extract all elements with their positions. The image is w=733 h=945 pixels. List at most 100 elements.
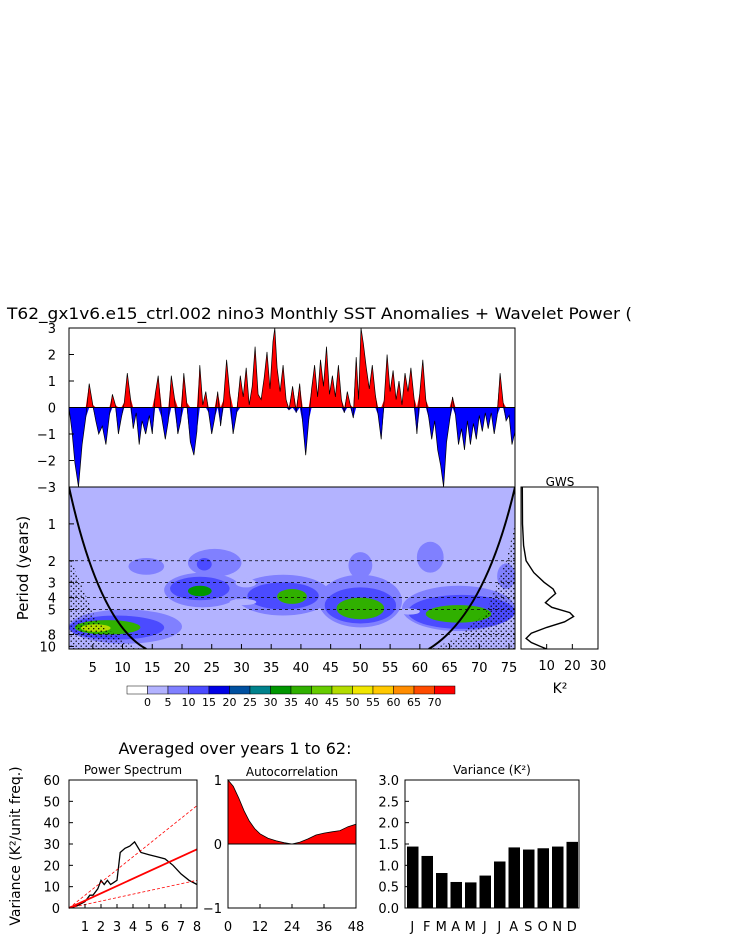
ac-x-tick-label: 36 [316,920,333,935]
wavelet-plot-area [69,487,515,649]
period-axis-label: Period (years) [14,516,32,621]
wavelet-power-region [336,597,385,620]
power-spectrum-series-1 [68,840,198,909]
variance-month-label: M [465,920,476,935]
var-y-tick-label: 1.5 [378,838,399,853]
ps-x-tick-label: 1 [81,920,89,935]
power-spectrum-title: Power Spectrum [84,763,182,777]
colorbar-label: 15 [202,696,216,709]
year-tick-label: 60 [412,661,429,676]
colorbar-swatch [413,685,435,695]
wavelet-power-region [277,589,307,604]
wavelet-power-region [187,548,242,577]
ps-x-tick-label: 5 [145,920,153,935]
variance-bar [566,841,578,908]
colorbar-swatch [208,685,230,695]
autocorrelation-area [227,778,357,845]
colorbar-swatch [126,685,148,695]
year-tick-label: 70 [471,661,488,676]
year-tick-label: 5 [89,661,97,676]
wavelet-low-power-region [399,608,420,615]
year-tick-label: 35 [263,661,280,676]
colorbar-swatch [434,685,456,695]
period-tick-label: 2 [48,555,56,570]
variance-bar [494,861,506,908]
ps-y-tick-label: 10 [43,881,60,896]
colorbar-label: 55 [366,696,380,709]
power-spectrum-series-4 [68,879,198,909]
period-tick-label: 1 [48,518,56,533]
ac-x-tick-label: 48 [348,920,365,935]
anomaly-y-tick-label: 2 [48,349,56,364]
colorbar-swatch [290,685,312,695]
variance-bar [552,846,564,908]
period-tick-label: 5 [48,604,56,619]
anomaly-timeseries-panel: 3 2 1 0 −1 −2 −3 [37,322,516,496]
ps-x-tick-label: 2 [97,920,105,935]
power-spectrum-series-2 [68,848,198,909]
ac-y-tick-label: −1 [203,902,222,917]
colorbar-label: 10 [182,696,196,709]
anomaly-y-tick-label: 1 [48,375,56,390]
colorbar-swatch [311,685,333,695]
gws-x-tick-label: 10 [538,659,555,674]
colorbar-label: 60 [387,696,401,709]
coi-left-hatch [69,555,141,649]
ps-y-tick-label: 0 [52,902,60,917]
colorbar-swatch [167,685,189,695]
colorbar-swatch [249,685,271,695]
colorbar-label: 30 [264,696,278,709]
colorbar-label: 65 [407,696,421,709]
variance-month-label: O [538,920,548,935]
gws-x-tick-label: 20 [564,659,581,674]
wavelet-low-power-region [235,578,257,588]
period-tick-label: 4 [48,592,56,607]
variance-month-label: J [496,920,501,935]
variance-month-label: M [436,920,447,935]
anomaly-line [69,328,515,487]
gws-plot-area [521,487,575,649]
variance-month-label: J [482,920,487,935]
colorbar-swatch [372,685,394,695]
ps-y-tick-label: 30 [43,838,60,853]
negative-anomaly-area [69,407,515,487]
coi-right-hatch [431,487,515,649]
gws-x-tick-label: 30 [590,659,607,674]
variance-bar [421,855,433,908]
ps-y-tick-label: 60 [43,774,60,789]
year-tick-label: 20 [174,661,191,676]
variance-bar [479,875,491,908]
variance-bar [407,846,419,908]
variance-month-label: F [423,920,430,935]
anomaly-y-tick-label: −1 [37,428,56,443]
colorbar-label: 0 [144,696,151,709]
year-tick-label: 50 [352,661,369,676]
ac-x-tick-label: 12 [252,920,269,935]
anomaly-y-tick-label: −2 [37,455,56,470]
wavelet-power-region [128,558,165,575]
ps-y-tick-label: 50 [43,795,60,810]
ps-x-tick-label: 3 [113,920,121,935]
year-tick-label: 15 [144,661,161,676]
anomaly-y-tick-label: −3 [37,481,56,496]
variance-bar [450,881,462,908]
variance-month-label: A [451,920,460,935]
anomaly-plot-area [69,328,515,487]
colorbar-label: 35 [284,696,298,709]
ps-x-tick-label: 4 [129,920,137,935]
period-tick-label: 10 [39,640,56,655]
period-tick-label: 8 [48,629,56,644]
anomaly-y-tick-label: 0 [48,402,56,417]
variance-bar [508,847,520,908]
ps-x-tick-label: 6 [161,920,169,935]
var-y-tick-label: 2.5 [378,795,399,810]
colorbar-swatch [188,685,210,695]
variance-month-label: D [567,920,577,935]
colorbar-label: 70 [428,696,442,709]
gws-line [521,487,575,649]
var-y-tick-label: 2.0 [378,817,399,832]
period-tick-label: 3 [48,576,56,591]
year-tick-label: 40 [293,661,310,676]
